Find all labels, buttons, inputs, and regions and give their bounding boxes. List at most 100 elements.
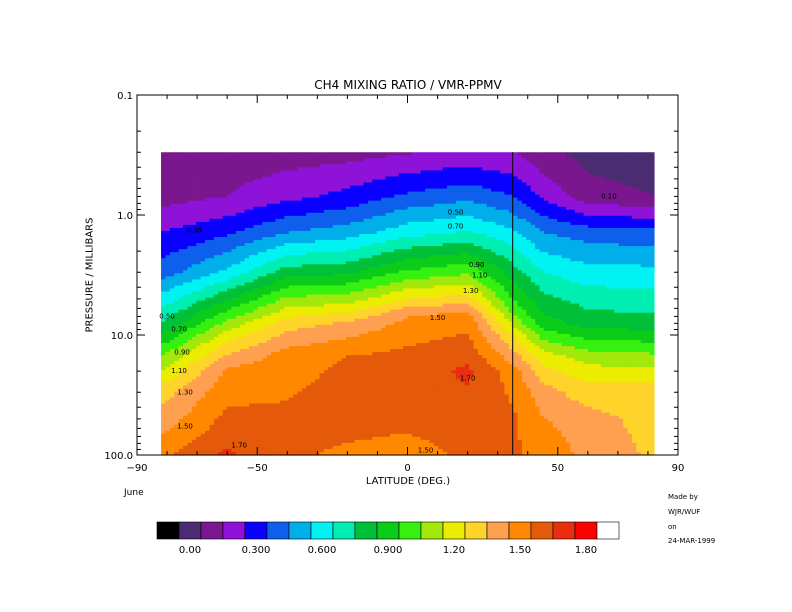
field-cell [557,164,563,168]
field-cell [227,218,233,223]
field-cell [231,221,237,226]
field-cell [429,161,435,165]
field-cell [385,237,391,241]
field-cell [398,237,404,241]
field-cell [455,212,461,217]
field-cell [315,179,321,184]
field-cell [627,173,633,178]
field-cell [161,209,167,214]
field-cell [244,240,250,244]
field-cell [363,227,369,232]
field-cell [539,273,545,277]
field-cell [209,246,215,250]
field-cell [447,152,453,156]
field-cell [565,252,571,256]
field-cell [521,197,527,202]
field-cell [363,185,369,190]
field-cell [345,258,351,262]
field-cell [363,215,369,220]
field-cell [178,203,184,208]
field-cell [579,224,585,229]
field-cell [574,218,580,223]
field-cell [227,179,233,184]
field-cell [513,270,519,274]
field-cell [165,240,171,244]
field-cell [491,264,497,268]
field-cell [473,221,479,226]
field-cell [231,185,237,190]
field-cell [521,185,527,190]
field-cell [372,221,378,226]
field-cell [200,230,206,235]
field-cell [253,185,259,190]
field-cell [605,270,611,274]
field-cell [469,191,475,196]
field-cell [438,249,444,253]
field-cell [627,227,633,232]
field-cell [262,255,268,259]
field-cell [592,273,598,277]
field-cell [169,155,175,159]
field-cell [279,246,285,250]
field-cell [579,167,585,172]
field-cell [315,158,321,162]
field-cell [530,161,536,165]
field-cell [257,185,263,190]
field-cell [354,191,360,196]
field-cell [288,258,294,262]
field-cell [543,252,549,256]
field-cell [495,188,501,193]
field-cell [499,212,505,217]
field-cell [499,246,505,250]
field-cell [275,282,281,287]
field-cell [200,194,206,199]
field-cell [609,203,615,208]
field-cell [438,240,444,244]
field-cell [438,182,444,187]
field-cell [596,270,602,274]
field-cell [614,270,620,274]
field-cell [337,279,343,284]
field-cell [521,215,527,220]
field-cell [319,243,325,247]
field-cell [416,182,422,187]
field-cell [310,188,316,193]
field-cell [271,164,277,168]
field-cell [187,182,193,187]
field-cell [341,152,347,156]
field-cell [271,270,277,274]
field-cell [376,273,382,277]
field-cell [627,170,633,175]
field-cell [266,255,272,259]
field-cell [213,203,219,208]
field-cell [495,212,501,217]
field-cell [565,234,571,238]
field-cell [543,221,549,226]
field-cell [178,234,184,238]
field-cell [169,240,175,244]
field-cell [539,264,545,268]
field-cell [345,209,351,214]
field-cell [605,224,611,229]
field-cell [293,267,299,271]
field-cell [495,158,501,162]
field-cell [508,249,514,253]
field-cell [196,279,202,284]
field-cell [359,188,365,193]
field-cell [442,170,448,175]
field-cell [618,264,624,268]
field-cell [288,270,294,274]
field-cell [297,194,303,199]
field-cell [319,270,325,274]
field-cell [499,279,505,284]
field-cell [548,191,554,196]
field-cell [306,158,312,162]
field-cell [394,221,400,226]
field-cell [411,249,417,253]
field-cell [504,191,510,196]
field-cell [508,246,514,250]
field-cell [649,203,655,208]
field-cell [205,194,211,199]
field-cell [504,221,510,226]
field-cell [614,197,620,202]
